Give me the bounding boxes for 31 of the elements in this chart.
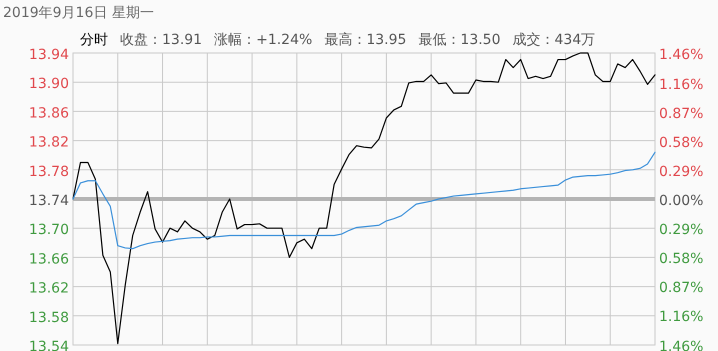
y-tick-label: 13.66 <box>28 251 70 268</box>
y2-tick-label: 0.58% <box>659 251 704 267</box>
y2-tick-label: 1.46% <box>659 47 704 63</box>
y2-tick-label: 1.46% <box>659 339 704 351</box>
y-tick-label: 13.82 <box>28 134 69 151</box>
chart-title: 2019年9月16日 星期一 <box>3 5 154 21</box>
text: 收盘：13.91 <box>120 32 202 48</box>
y2-tick-label: 0.00% <box>659 193 704 209</box>
y2-tick-label: 0.29% <box>659 222 704 238</box>
text: 最低：13.50 <box>418 32 500 48</box>
y2-tick-label: 1.16% <box>659 77 704 93</box>
text: 最高：13.95 <box>324 32 406 48</box>
y2-tick-label: 0.58% <box>659 135 704 151</box>
y2-tick-label: 0.87% <box>659 280 704 296</box>
y-tick-label: 13.94 <box>28 47 70 63</box>
y-tick-label: 13.78 <box>28 164 69 180</box>
y-tick-label: 13.74 <box>28 193 70 209</box>
y-tick-label: 13.58 <box>28 310 69 326</box>
y-tick-label: 13.90 <box>28 76 69 92</box>
line-series <box>72 52 656 344</box>
text: 涨幅：+1.24% <box>214 32 312 48</box>
y-tick-label: 13.86 <box>28 105 70 122</box>
y-tick-label: 13.70 <box>28 222 69 238</box>
y2-tick-label: 0.29% <box>659 164 704 180</box>
text: 成交：434万 <box>512 32 596 48</box>
line-series <box>72 152 656 250</box>
y2-tick-label: 1.16% <box>659 309 704 325</box>
y2-tick-label: 0.87% <box>659 106 704 122</box>
y-tick-label: 13.62 <box>28 280 69 297</box>
y-tick-label: 13.54 <box>28 339 70 351</box>
text: 分时 <box>80 32 108 48</box>
